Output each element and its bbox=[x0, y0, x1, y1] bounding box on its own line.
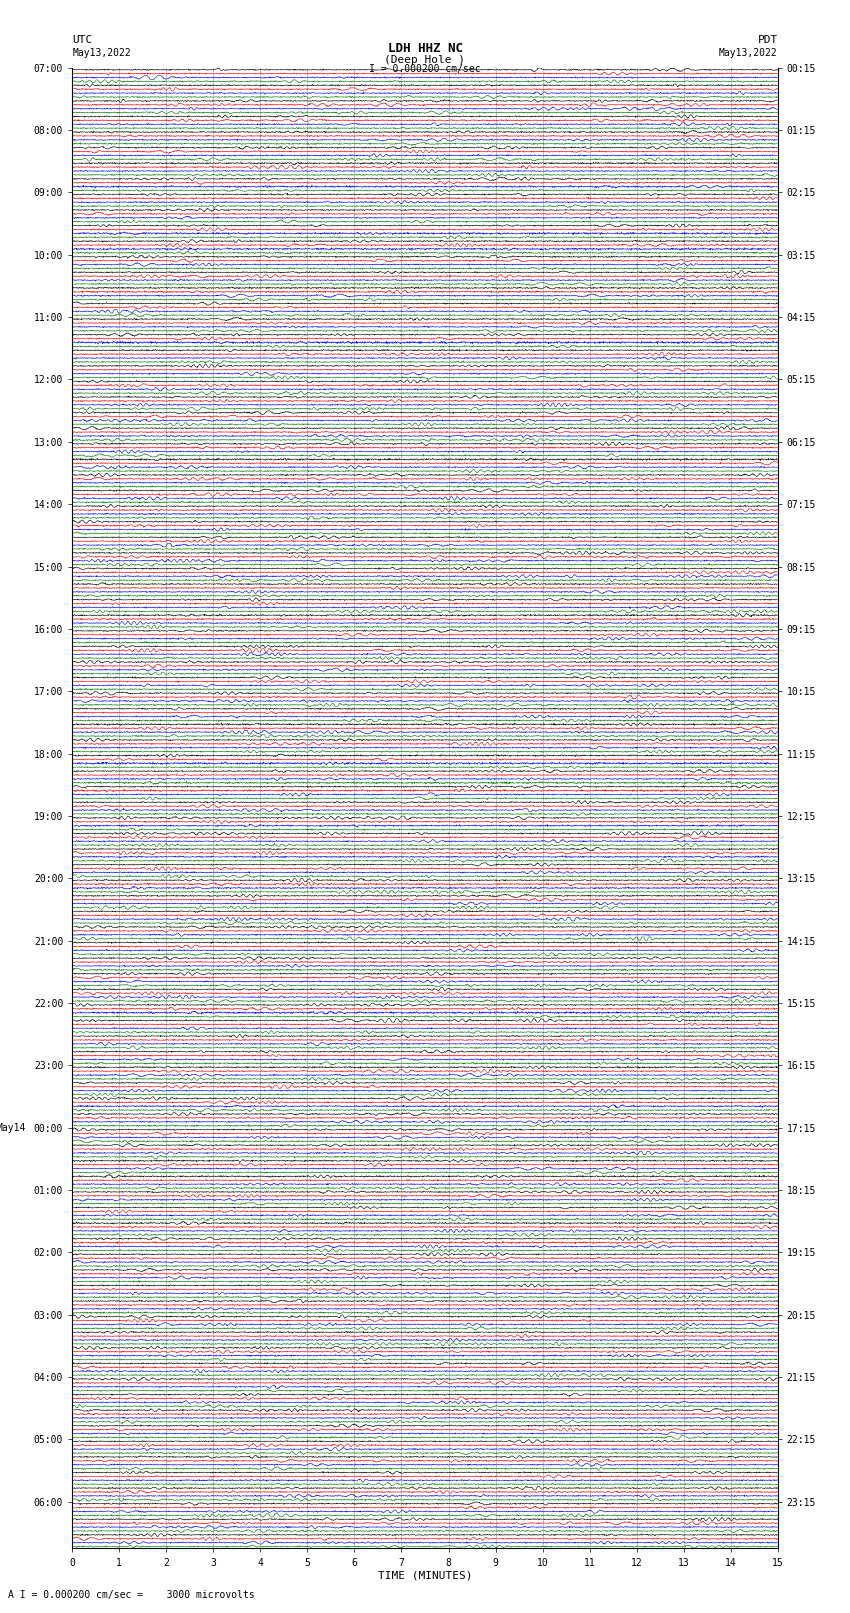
Text: LDH HHZ NC: LDH HHZ NC bbox=[388, 42, 462, 55]
Text: I = 0.000200 cm/sec: I = 0.000200 cm/sec bbox=[369, 65, 481, 74]
X-axis label: TIME (MINUTES): TIME (MINUTES) bbox=[377, 1571, 473, 1581]
Text: May14: May14 bbox=[0, 1123, 26, 1132]
Text: UTC: UTC bbox=[72, 35, 93, 45]
Text: PDT: PDT bbox=[757, 35, 778, 45]
Text: May13,2022: May13,2022 bbox=[719, 48, 778, 58]
Text: A I = 0.000200 cm/sec =    3000 microvolts: A I = 0.000200 cm/sec = 3000 microvolts bbox=[8, 1590, 255, 1600]
Text: (Deep Hole ): (Deep Hole ) bbox=[384, 55, 466, 65]
Text: May13,2022: May13,2022 bbox=[72, 48, 131, 58]
